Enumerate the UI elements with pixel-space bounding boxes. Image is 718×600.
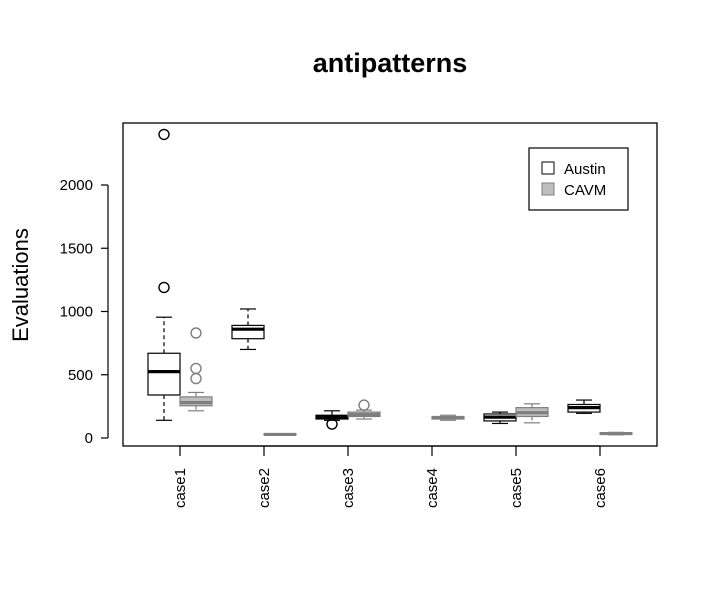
y-axis: 0 500 1000 1500 2000 [60,177,109,447]
y-axis-title: Evaluations [8,228,33,342]
x-tick-label-case2: case2 [256,468,273,508]
plot-area [147,128,633,437]
x-tick-label-case1: case1 [172,468,189,508]
y-tick-label: 1000 [60,304,93,321]
box-cavm-case6 [599,431,633,436]
legend-label-austin: Austin [564,161,606,178]
outlier-point [190,372,202,385]
box-body [147,352,181,396]
box-austin-case2 [231,308,265,351]
box-cavm-case5 [515,403,549,424]
outlier-point [190,362,202,375]
series-cavm [179,327,633,437]
outlier-point [326,418,338,430]
x-tick-label-case3: case3 [340,468,357,508]
legend-box [528,147,629,211]
box-cavm-case4 [431,414,465,421]
x-tick-label-case6: case6 [592,468,609,508]
legend: Austin CAVM [528,147,629,211]
box-cavm-case2 [263,432,297,437]
y-tick-label: 0 [85,430,93,447]
outlier-point [158,281,170,294]
chart-title: antipatterns [313,48,468,78]
box-austin-case1 [147,128,181,421]
box-austin-case6 [567,399,601,414]
box-austin-case3 [315,410,349,430]
legend-swatch-austin [541,161,555,175]
box-austin-case5 [483,411,517,425]
legend-label-cavm: CAVM [564,182,606,199]
outlier-point [358,399,370,411]
x-axis: case1 case2 case3 case4 case5 case6 [172,445,609,508]
box-cavm-case3 [347,399,381,420]
box-cavm-case1 [179,327,213,412]
y-tick-label: 500 [68,367,93,384]
outlier-point [158,128,170,141]
x-tick-label-case5: case5 [508,468,525,508]
series-austin [147,128,601,430]
y-tick-label: 1500 [60,240,93,257]
outlier-point [190,327,202,339]
x-tick-label-case4: case4 [424,468,441,508]
box-body [231,324,265,340]
legend-swatch-cavm [541,182,555,196]
y-tick-label: 2000 [60,177,93,194]
